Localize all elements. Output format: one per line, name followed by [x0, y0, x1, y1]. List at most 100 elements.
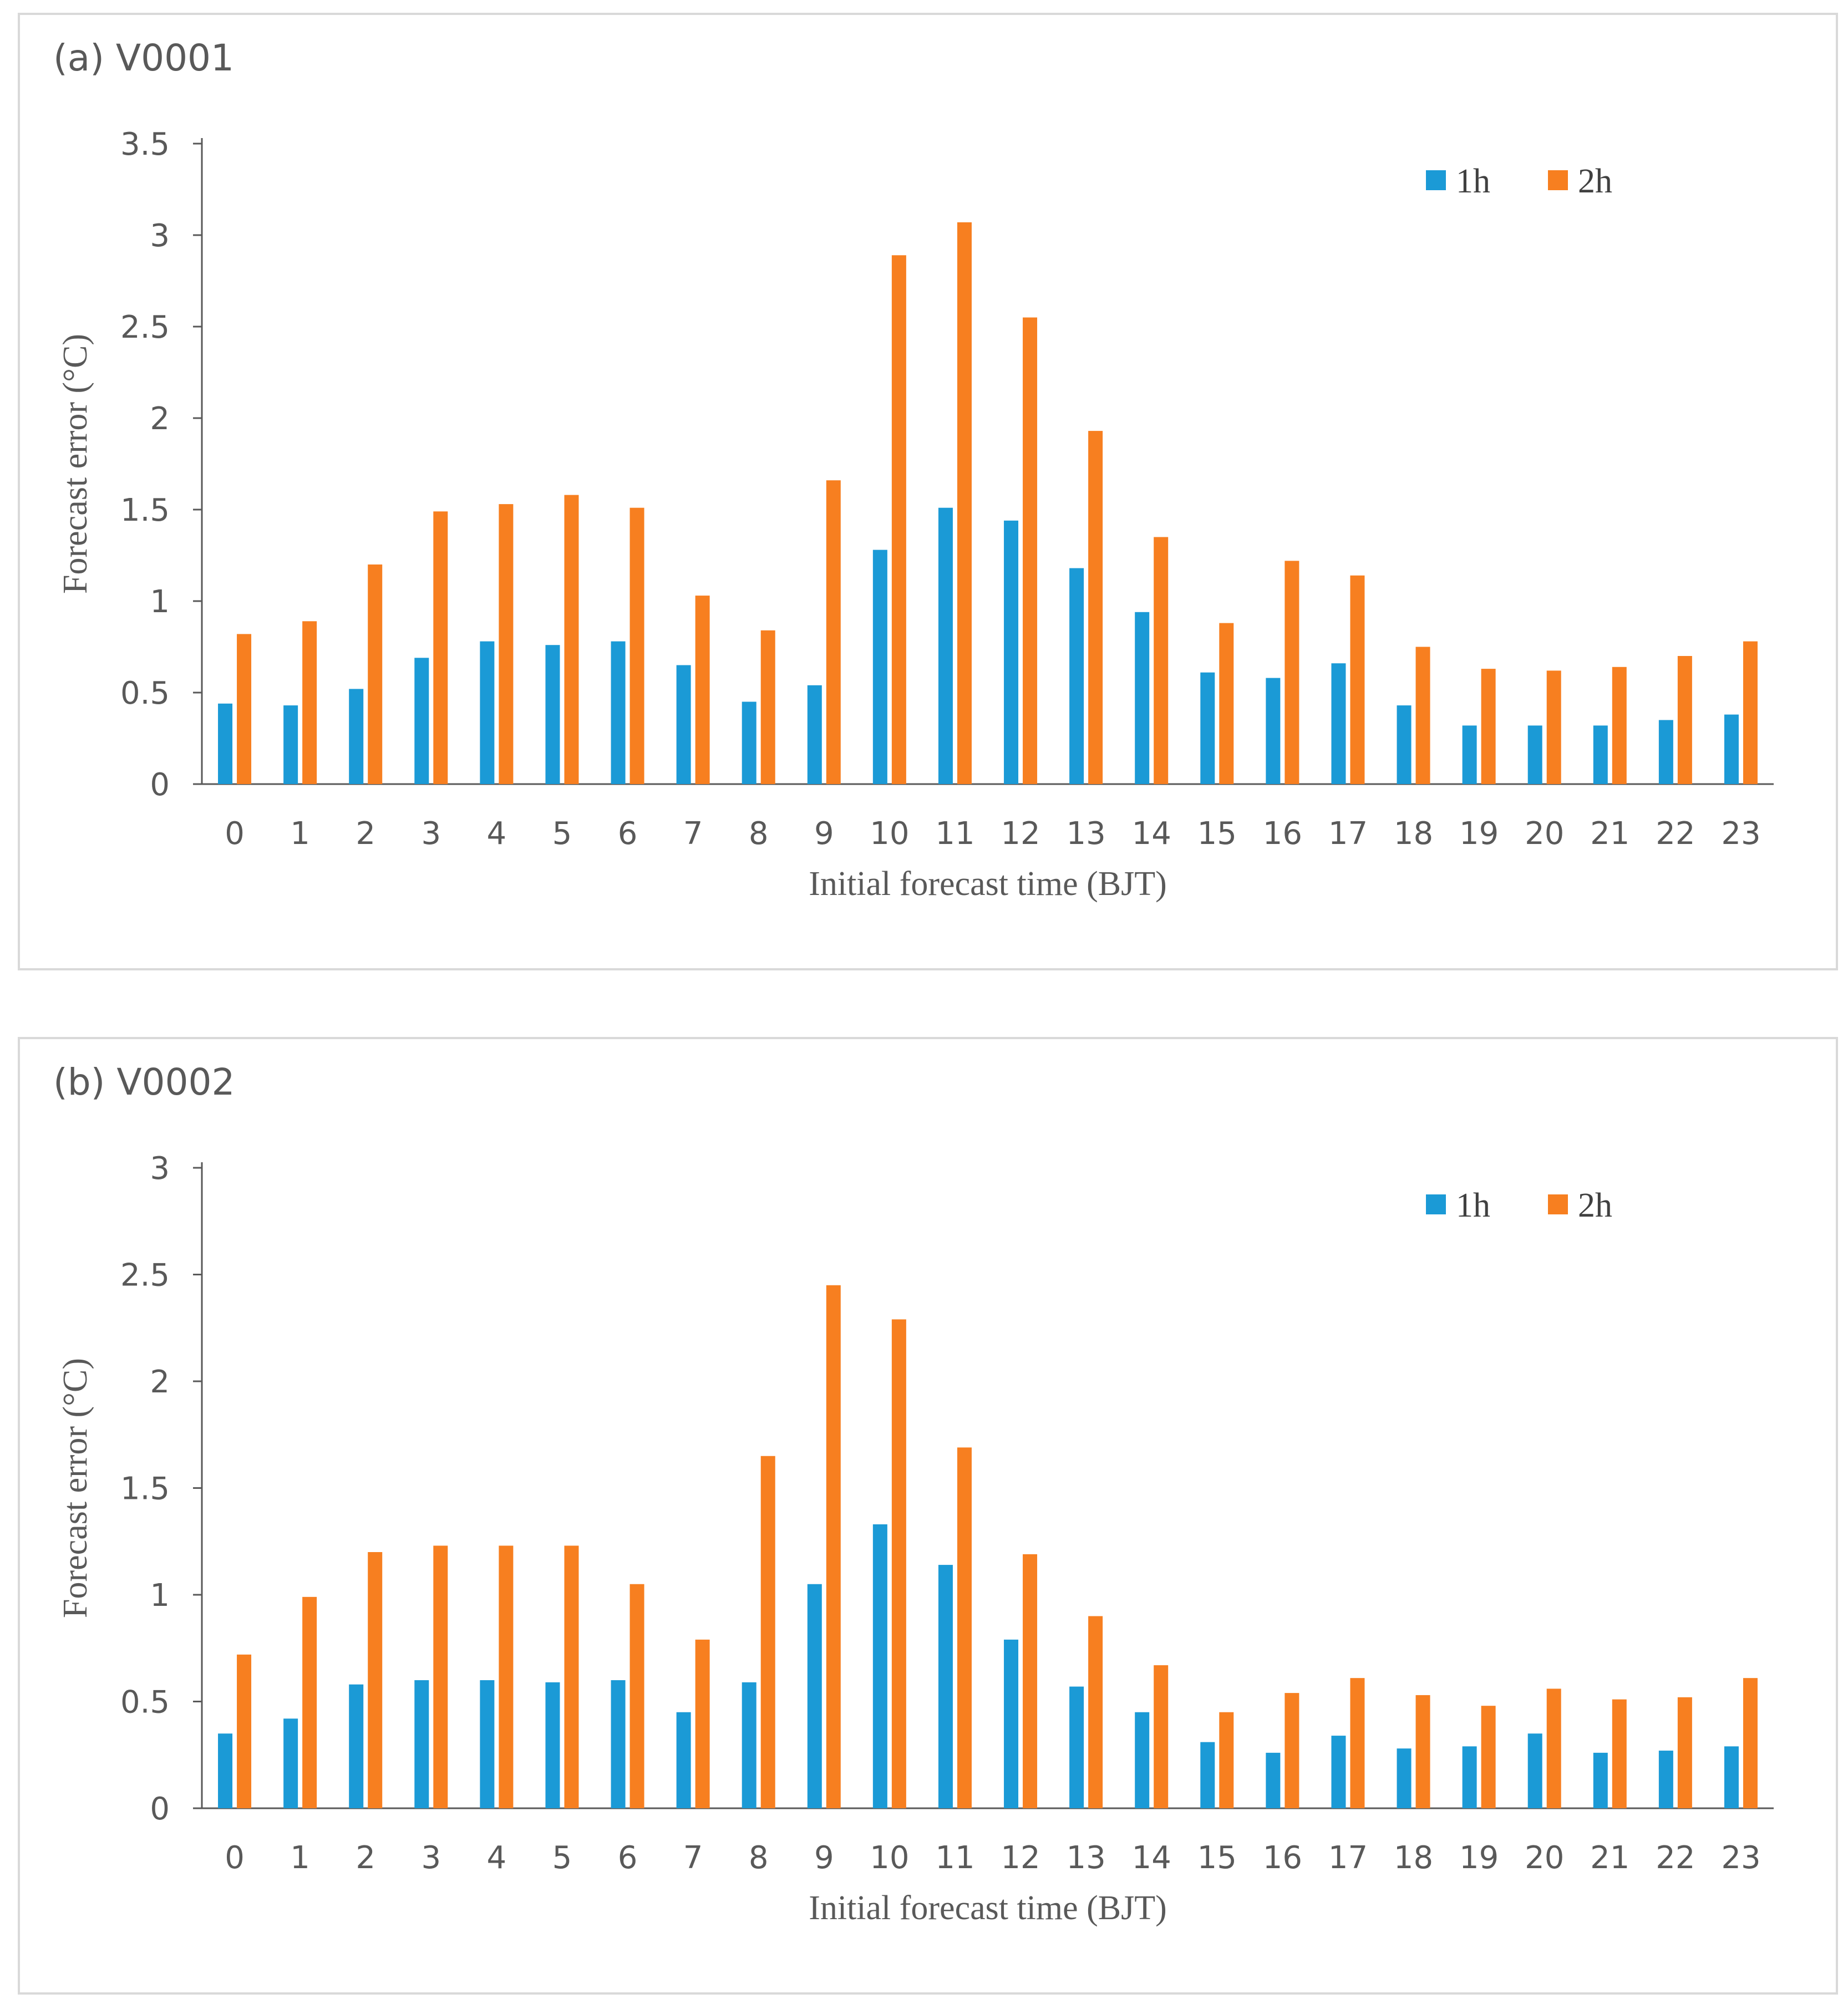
bar-2h-14	[1154, 1665, 1169, 1808]
bar-2h-4	[499, 1545, 514, 1808]
bar-2h-22	[1677, 1697, 1692, 1808]
bar-2h-12	[1023, 1554, 1038, 1808]
x-tick-label: 22	[1656, 1840, 1695, 1876]
bar-1h-16	[1266, 1752, 1281, 1808]
x-tick-label: 11	[935, 816, 974, 852]
x-tick-label: 2	[356, 816, 375, 852]
x-tick-label: 21	[1590, 816, 1629, 852]
x-tick-label: 16	[1263, 1840, 1302, 1876]
y-tick-label: 1	[150, 1578, 170, 1614]
bar-1h-15	[1200, 672, 1215, 784]
bar-1h-9	[807, 1584, 822, 1808]
bar-2h-19	[1481, 669, 1496, 784]
bar-2h-21	[1612, 667, 1627, 784]
bar-1h-6	[611, 641, 626, 784]
y-tick-label: 0	[150, 1791, 170, 1827]
x-tick-label: 19	[1459, 1840, 1499, 1876]
y-tick-label: 0.5	[120, 1685, 170, 1721]
chart-title: (a) V0001	[53, 37, 234, 79]
bar-1h-10	[872, 550, 887, 784]
bar-2h-8	[760, 630, 775, 784]
x-tick-label: 22	[1656, 816, 1695, 852]
bar-1h-20	[1527, 1733, 1542, 1808]
bar-2h-10	[891, 1319, 906, 1808]
bar-2h-14	[1154, 537, 1169, 784]
bar-1h-18	[1397, 1748, 1412, 1808]
y-tick-label: 3	[150, 218, 170, 254]
bar-2h-18	[1415, 647, 1430, 784]
x-tick-label: 10	[870, 1840, 909, 1876]
bar-2h-13	[1088, 1616, 1103, 1808]
bar-1h-18	[1397, 705, 1412, 784]
legend-label-1h: 1h	[1456, 162, 1490, 200]
bar-2h-2	[368, 564, 383, 784]
x-tick-label: 21	[1590, 1840, 1629, 1876]
x-tick-label: 3	[421, 816, 441, 852]
y-axis-label: Forecast error (°C)	[57, 1358, 94, 1618]
bar-2h-1	[302, 621, 317, 784]
bar-1h-13	[1069, 1686, 1084, 1808]
bar-2h-0	[237, 634, 252, 784]
bar-1h-8	[742, 1682, 757, 1808]
x-tick-label: 9	[814, 1840, 834, 1876]
x-tick-label: 5	[552, 816, 572, 852]
y-tick-label: 1.5	[120, 1471, 170, 1507]
bar-2h-12	[1023, 317, 1038, 784]
bar-2h-11	[957, 222, 972, 784]
bar-1h-2	[349, 1684, 364, 1808]
x-tick-label: 18	[1394, 816, 1433, 852]
bar-1h-5	[545, 645, 560, 784]
x-tick-label: 5	[552, 1840, 572, 1876]
x-tick-label: 23	[1721, 1840, 1760, 1876]
bar-2h-16	[1285, 561, 1299, 784]
bar-2h-8	[760, 1456, 775, 1808]
bar-2h-23	[1743, 641, 1758, 784]
bar-2h-20	[1546, 1688, 1561, 1808]
bar-2h-15	[1219, 1712, 1234, 1808]
x-tick-label: 14	[1132, 816, 1171, 852]
x-tick-label: 4	[487, 1840, 507, 1876]
x-tick-label: 18	[1394, 1840, 1433, 1876]
bar-2h-7	[695, 596, 710, 784]
x-axis-label: Initial forecast time (BJT)	[809, 1889, 1167, 1927]
legend-label-2h: 2h	[1578, 1187, 1612, 1224]
y-tick-label: 3	[150, 1151, 170, 1187]
bar-1h-19	[1462, 725, 1477, 784]
chart-title: (b) V0002	[53, 1061, 235, 1103]
chart-panel-a: (a) V0001 0 0.5 1 1.5 2 2.5 3 3.5 0 1 2 3 4 5 6 7 8 9 10 11 1…	[18, 13, 1838, 970]
bar-2h-22	[1677, 656, 1692, 784]
bar-1h-1	[283, 705, 298, 784]
bar-2h-20	[1546, 670, 1561, 784]
x-tick-label: 15	[1197, 1840, 1237, 1876]
y-tick-label: 0	[150, 767, 170, 803]
y-tick-label: 2	[150, 401, 170, 437]
bar-2h-13	[1088, 431, 1103, 784]
x-tick-label: 4	[487, 816, 507, 852]
x-tick-label: 8	[749, 816, 769, 852]
bar-2h-6	[629, 507, 644, 784]
bar-1h-12	[1004, 1639, 1019, 1808]
x-tick-label: 6	[618, 1840, 638, 1876]
x-tick-label: 23	[1721, 816, 1760, 852]
x-tick-label: 9	[814, 816, 834, 852]
bar-1h-0	[218, 703, 233, 784]
y-tick-label: 2.5	[120, 1258, 170, 1294]
legend-label-2h: 2h	[1578, 162, 1612, 200]
x-tick-label: 13	[1066, 1840, 1105, 1876]
y-tick-label: 1	[150, 584, 170, 620]
bar-2h-15	[1219, 623, 1234, 784]
bar-1h-22	[1658, 1751, 1673, 1808]
legend-label-1h: 1h	[1456, 1187, 1490, 1224]
x-tick-label: 13	[1066, 816, 1105, 852]
bar-2h-17	[1350, 1678, 1365, 1808]
bar-1h-15	[1200, 1742, 1215, 1808]
chart-panel-b: (b) V0002 0 0.5 1 1.5 2 2.5 3 0 1 2 3 4 5 6 7 8 9 10 11 12 13…	[18, 1037, 1838, 1995]
bar-1h-23	[1724, 1746, 1739, 1808]
x-tick-label: 1	[290, 816, 310, 852]
x-tick-label: 3	[421, 1840, 441, 1876]
x-tick-label: 6	[618, 816, 638, 852]
bar-2h-9	[826, 480, 841, 784]
bar-1h-6	[611, 1680, 626, 1808]
bar-1h-19	[1462, 1746, 1477, 1808]
